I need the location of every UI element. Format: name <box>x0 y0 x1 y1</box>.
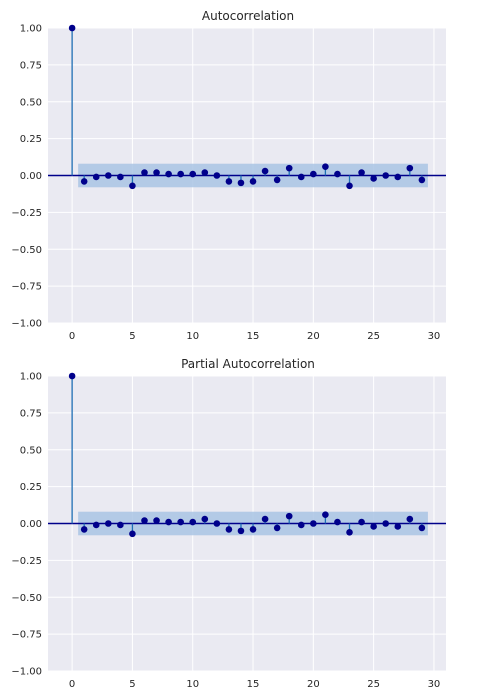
data-point <box>273 524 281 532</box>
data-point <box>129 530 136 538</box>
data-point <box>322 163 329 170</box>
x-tick-label: 15 <box>247 331 260 342</box>
data-point <box>165 518 172 526</box>
y-tick-label: −0.25 <box>11 556 42 567</box>
data-point <box>285 164 293 172</box>
data-point <box>297 521 305 529</box>
y-tick-label: 0.00 <box>20 171 42 182</box>
x-tick-label: 5 <box>129 679 135 690</box>
data-point <box>358 518 365 526</box>
x-tick-label: 25 <box>367 679 380 690</box>
data-point <box>177 170 184 178</box>
chart-title: Partial Autocorrelation <box>181 357 315 371</box>
data-point <box>80 526 88 533</box>
data-point <box>189 518 197 526</box>
y-tick-label: −0.75 <box>11 282 42 293</box>
y-tick-label: 1.00 <box>20 24 42 35</box>
data-point <box>68 24 76 32</box>
data-point <box>249 178 257 185</box>
data-point <box>153 169 160 176</box>
y-tick-label: −0.25 <box>11 208 42 219</box>
data-point <box>394 173 402 181</box>
x-tick-label: 30 <box>428 679 441 690</box>
data-point <box>105 172 112 179</box>
data-point <box>310 520 317 527</box>
data-point <box>249 526 257 533</box>
data-point <box>418 524 426 532</box>
data-point <box>346 529 353 536</box>
data-point <box>141 517 148 524</box>
data-point <box>80 178 88 185</box>
y-tick-label: 0.75 <box>20 408 42 419</box>
data-point <box>358 169 365 176</box>
data-point <box>237 179 245 187</box>
x-tick-label: 25 <box>367 331 380 342</box>
data-point <box>334 170 341 178</box>
autocorrelation-panel: 1.00 0.75 0.50 0.25 0.00 −0.25 −0.50 −0.75 −1.00… <box>11 9 446 342</box>
x-tick-label: 10 <box>186 679 199 690</box>
data-point <box>105 520 112 527</box>
x-tick-label: 20 <box>307 331 320 342</box>
data-point <box>129 182 136 190</box>
data-point <box>370 175 377 182</box>
x-tick-label: 5 <box>129 331 135 342</box>
data-point <box>273 176 281 184</box>
data-point <box>261 167 269 175</box>
data-point <box>153 517 160 524</box>
y-tick-label: 0.25 <box>20 134 42 145</box>
x-tick-label: 20 <box>307 679 320 690</box>
data-point <box>201 515 209 523</box>
data-point <box>406 164 414 172</box>
x-tick-label: 30 <box>428 331 441 342</box>
data-point <box>237 527 245 535</box>
data-point <box>189 170 197 178</box>
data-point <box>92 521 100 529</box>
y-tick-label: 0.25 <box>20 482 42 493</box>
y-tick-label: −1.00 <box>11 319 42 330</box>
data-point <box>382 520 389 527</box>
y-tick-label: 0.75 <box>20 60 42 71</box>
data-point <box>418 176 426 184</box>
data-point <box>310 170 317 178</box>
x-tick-label: 10 <box>186 331 199 342</box>
data-point <box>285 512 293 520</box>
data-point <box>322 511 329 518</box>
data-point <box>346 182 353 190</box>
x-tick-label: 0 <box>69 679 75 690</box>
data-point <box>225 178 233 185</box>
data-point <box>213 172 221 179</box>
data-point <box>334 518 341 526</box>
data-point <box>394 523 402 530</box>
data-point <box>141 169 148 176</box>
data-point <box>406 515 414 523</box>
data-point <box>92 173 100 181</box>
y-tick-label: 1.00 <box>20 372 42 383</box>
data-point <box>297 173 305 181</box>
data-point <box>68 372 76 380</box>
partial-autocorrelation-panel: 1.00 0.75 0.50 0.25 0.00 −0.25 −0.50 −0.75 −1.00… <box>11 357 446 690</box>
y-tick-label: 0.50 <box>20 445 42 456</box>
data-point <box>370 523 377 530</box>
data-point <box>213 520 221 527</box>
data-point <box>177 518 184 526</box>
data-point <box>261 515 269 523</box>
y-tick-label: 0.50 <box>20 97 42 108</box>
y-tick-label: −0.50 <box>11 245 42 256</box>
x-tick-label: 15 <box>247 679 260 690</box>
data-point <box>117 173 124 181</box>
y-tick-label: −0.50 <box>11 593 42 604</box>
data-point <box>117 521 124 529</box>
x-tick-label: 0 <box>69 331 75 342</box>
data-point <box>225 526 233 533</box>
data-point <box>165 170 172 178</box>
data-point <box>201 169 209 176</box>
y-tick-label: 0.00 <box>20 519 42 530</box>
chart-title: Autocorrelation <box>202 9 294 23</box>
y-tick-label: −1.00 <box>11 667 42 678</box>
y-tick-label: −0.75 <box>11 630 42 641</box>
data-point <box>382 172 389 179</box>
